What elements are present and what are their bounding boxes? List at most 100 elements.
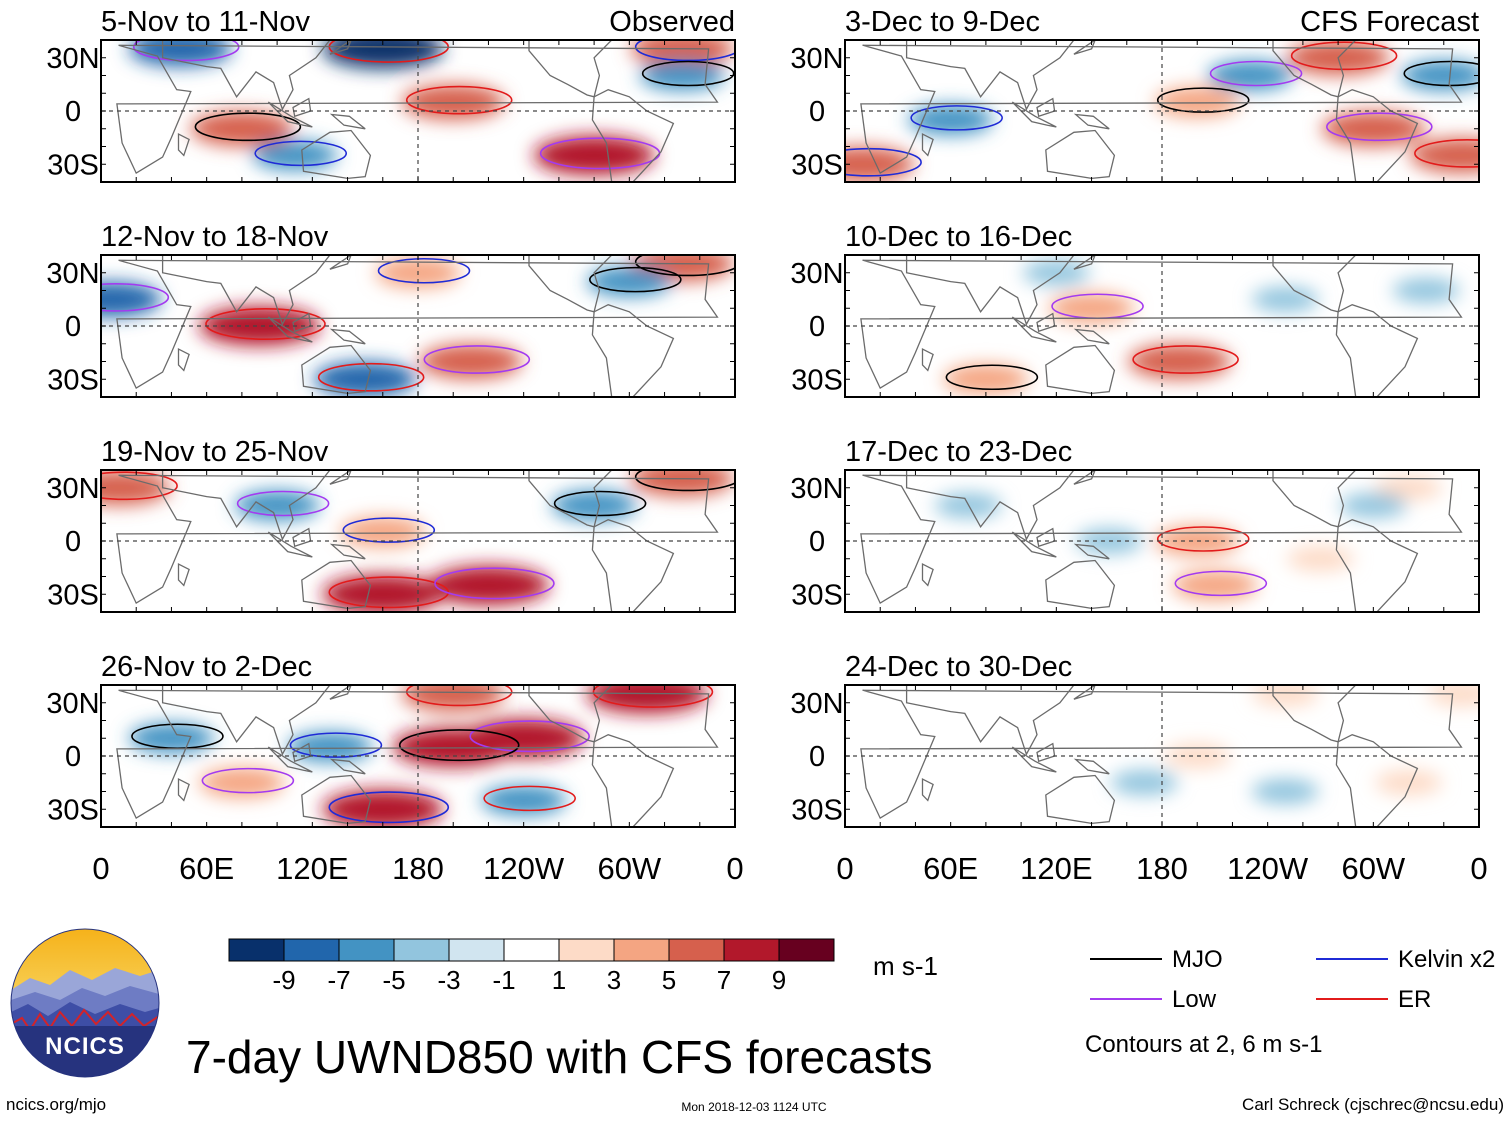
y-tick-label: 0 xyxy=(809,311,825,343)
y-tick-label: 30N xyxy=(46,473,99,505)
y-tick-label: 30N xyxy=(790,688,843,720)
coastline xyxy=(329,470,352,485)
y-tick-label: 30S xyxy=(47,794,99,826)
map-panel: 5-Nov to 11-Nov Observed 30N 0 30S xyxy=(46,6,736,183)
coastline xyxy=(1272,40,1357,98)
column-label: CFS Forecast xyxy=(1300,6,1479,38)
coastline xyxy=(860,474,1463,605)
coastline xyxy=(1335,303,1419,397)
coastline xyxy=(329,758,366,775)
colorbar-swatch xyxy=(668,938,725,962)
panel-period: 10-Dec to 16-Dec xyxy=(845,221,1072,253)
contour-line xyxy=(289,732,383,758)
panel-period: 12-Nov to 18-Nov xyxy=(101,221,329,253)
coastline xyxy=(329,328,366,345)
contour-line xyxy=(945,364,1039,391)
coastline xyxy=(116,689,719,820)
colorbar-swatch xyxy=(448,938,505,962)
contour-line xyxy=(377,257,471,284)
x-tick-label: 60E xyxy=(179,851,234,886)
coastline xyxy=(1045,129,1116,180)
coastline xyxy=(161,685,331,756)
coastline xyxy=(905,470,1075,541)
y-tick-label: 30N xyxy=(790,43,843,75)
colorbar-label: -5 xyxy=(382,965,405,995)
contour-line xyxy=(469,720,590,753)
contour-line xyxy=(634,40,735,62)
coastline xyxy=(1073,255,1096,270)
panel-period: 3-Dec to 9-Dec xyxy=(845,6,1040,38)
x-tick-label: 0 xyxy=(726,851,743,886)
y-tick-label: 30N xyxy=(46,43,99,75)
coastline xyxy=(1011,316,1057,343)
x-tick-label: 180 xyxy=(1136,851,1188,886)
footer-author: Carl Schreck (cjschrec@ncsu.edu) xyxy=(1242,1095,1504,1114)
contour-line xyxy=(483,785,576,812)
y-tick-label: 0 xyxy=(65,96,81,128)
colorbar-label: 3 xyxy=(607,965,621,995)
coastline xyxy=(921,778,934,802)
coastline xyxy=(177,133,190,157)
colorbar-swatch xyxy=(503,938,560,962)
contour-line xyxy=(317,362,425,392)
coastline xyxy=(591,303,675,397)
colorbar-label: 9 xyxy=(772,965,786,995)
coastline xyxy=(1073,470,1096,485)
coastline xyxy=(905,40,1075,111)
coastline xyxy=(301,774,372,825)
coastline xyxy=(161,470,331,541)
colorbar-swatch xyxy=(393,938,450,962)
coastline xyxy=(1073,40,1096,55)
coastline xyxy=(921,348,934,372)
contour-line xyxy=(1414,138,1479,168)
contour-line xyxy=(634,470,735,492)
contour-line xyxy=(1290,41,1398,71)
contour-line xyxy=(1132,345,1239,374)
contour-line xyxy=(1209,60,1303,87)
coastline xyxy=(329,255,352,270)
coastline xyxy=(1045,344,1116,395)
colorbar-label: 7 xyxy=(717,965,731,995)
coastline xyxy=(921,133,934,157)
colorbar-label: 5 xyxy=(662,965,676,995)
coastline xyxy=(1272,685,1357,743)
coastline xyxy=(1272,470,1357,528)
contour-line xyxy=(910,105,1003,131)
coastline xyxy=(1073,328,1110,345)
x-tick-label: 0 xyxy=(836,851,853,886)
y-tick-label: 30S xyxy=(791,149,843,181)
y-tick-label: 0 xyxy=(809,96,825,128)
anomaly-blob xyxy=(1392,277,1460,304)
anomaly-blob xyxy=(1339,492,1407,519)
colorbar-units: m s-1 xyxy=(873,951,938,981)
contour-line xyxy=(634,255,735,277)
contour-line xyxy=(1156,526,1250,552)
contour-line xyxy=(423,345,531,374)
coastline xyxy=(591,88,675,182)
coastline xyxy=(177,778,190,802)
x-tick-label: 120W xyxy=(1227,851,1309,886)
coastline xyxy=(905,255,1075,326)
contour-line xyxy=(1174,570,1268,597)
contour-line xyxy=(101,471,178,501)
contour-line xyxy=(101,282,170,312)
coastline xyxy=(329,40,352,55)
coastline xyxy=(1335,518,1419,612)
x-tick-label: 180 xyxy=(392,851,444,886)
coastline xyxy=(1272,255,1357,313)
coastline xyxy=(329,113,366,130)
y-tick-label: 30S xyxy=(47,579,99,611)
coastline xyxy=(860,689,1463,820)
coastline xyxy=(161,255,331,326)
y-tick-label: 30N xyxy=(46,688,99,720)
coastline xyxy=(528,685,613,743)
anomaly-blob xyxy=(1110,770,1178,796)
ncics-logo: NCICS xyxy=(10,928,160,1078)
figure-title: 7-day UWND850 with CFS forecasts xyxy=(186,1031,932,1083)
footer-website: ncics.org/mjo xyxy=(6,1095,106,1114)
